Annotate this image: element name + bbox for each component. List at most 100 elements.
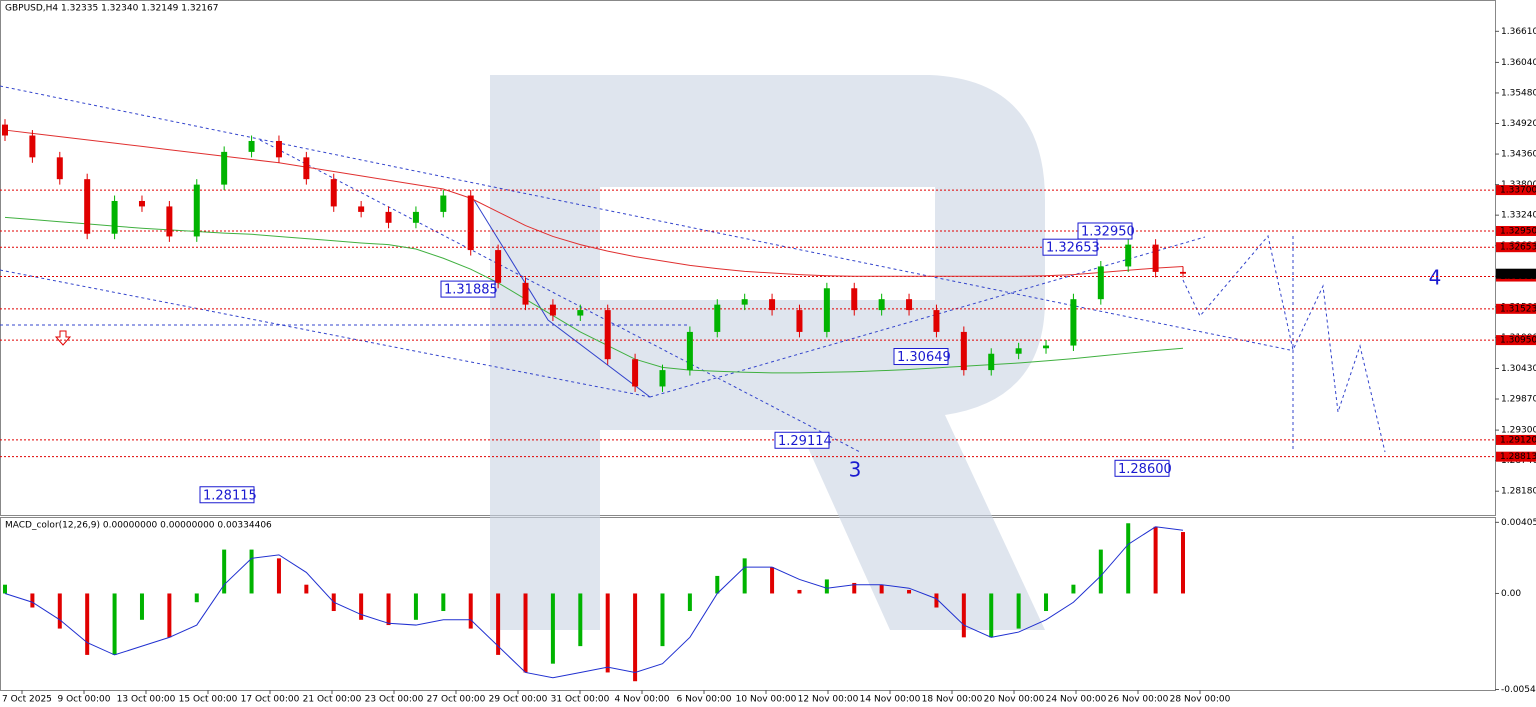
macd-bar <box>1044 593 1049 612</box>
x-tick-label: 6 Nov 00:00 <box>677 695 732 705</box>
x-tick-label: 17 Oct 00:00 <box>241 695 300 705</box>
annotation-box <box>1114 459 1170 477</box>
y-tick-label: 0.0040525 <box>1501 518 1536 528</box>
macd-bar <box>30 593 35 608</box>
x-tick-label: 14 Nov 00:00 <box>860 695 921 705</box>
candle-body <box>686 331 693 371</box>
watermark-logo <box>490 75 1045 630</box>
y-tick-label: 1.36040 <box>1501 58 1536 68</box>
macd-bar <box>441 593 446 612</box>
level-label: 1.31523 <box>1500 304 1536 314</box>
y-tick-label: -0.005472 <box>1501 685 1536 695</box>
annotation-box <box>199 486 255 504</box>
candle-body <box>604 310 611 360</box>
macd-bar <box>1181 532 1185 594</box>
macd-bar <box>989 593 994 638</box>
macd-bar <box>167 593 172 638</box>
candle-body <box>275 140 282 158</box>
macd-bar <box>112 593 117 655</box>
annotation-box <box>1077 222 1133 240</box>
macd-bar <box>578 593 583 647</box>
macd-bar <box>57 593 62 629</box>
macd-bar <box>934 593 939 608</box>
price-tag <box>1496 268 1536 279</box>
level-tag <box>1496 185 1536 196</box>
x-tick-label: 15 Oct 00:00 <box>179 695 238 705</box>
candle-body <box>412 211 419 223</box>
macd-bar <box>770 567 775 594</box>
level-tag <box>1496 225 1536 236</box>
x-tick-label: 27 Oct 00:00 <box>427 695 486 705</box>
macd-bar <box>1071 584 1076 594</box>
macd-bar <box>85 593 90 655</box>
candle-body <box>467 195 474 251</box>
y-tick-label: 1.29300 <box>1501 426 1536 436</box>
moving-average <box>4 216 1184 374</box>
candle-body <box>522 282 529 305</box>
candle-body <box>988 353 995 371</box>
y-tick-label: 1.33240 <box>1501 211 1536 221</box>
y-tick-label: 1.29870 <box>1501 395 1536 405</box>
x-tick-label: 23 Oct 00:00 <box>365 695 424 705</box>
y-tick-label: 1.36610 <box>1501 27 1536 37</box>
annotation-label: 1.30649 <box>897 350 951 365</box>
macd-bar <box>852 582 857 594</box>
macd-bar <box>194 593 199 603</box>
macd-bar <box>550 593 555 664</box>
macd-bar <box>386 593 391 626</box>
macd-bar <box>413 593 418 620</box>
candle-body <box>632 359 639 387</box>
candle-body <box>193 184 200 237</box>
candle-body <box>56 157 63 180</box>
candle-body <box>330 179 337 207</box>
trend-lines <box>0 85 1386 453</box>
candle-body <box>714 304 721 332</box>
macd-bar <box>605 593 610 673</box>
candle-body <box>138 200 145 207</box>
candle-body <box>1070 299 1077 346</box>
candle-body <box>878 299 885 311</box>
y-tick-label: 1.28180 <box>1501 487 1536 497</box>
candle-body <box>303 157 310 180</box>
candle-body <box>960 331 967 371</box>
moving-average <box>4 129 1184 277</box>
level-label: 1.33700 <box>1500 186 1536 196</box>
macd-bar <box>742 558 747 594</box>
macd-bar <box>907 589 912 594</box>
chart-title: GBPUSD,H4 1.32335 1.32340 1.32149 1.3216… <box>5 4 218 14</box>
x-tick-label: 4 Nov 00:00 <box>615 695 670 705</box>
level-tag <box>1496 451 1536 462</box>
x-tick-label: 18 Nov 00:00 <box>922 695 983 705</box>
candle-body <box>248 140 255 152</box>
annotation-label: 1.29114 <box>778 434 832 449</box>
sell-arrow <box>54 330 72 346</box>
candle-body <box>358 206 365 212</box>
current-price-label: 1.32167 <box>1500 269 1536 279</box>
x-tick-label: 31 Oct 00:00 <box>551 695 610 705</box>
y-tick-label: 0.00 <box>1501 589 1521 599</box>
x-tick-label: 13 Oct 00:00 <box>117 695 176 705</box>
macd-bar <box>633 593 638 682</box>
candle-body <box>495 250 502 283</box>
macd-bar <box>715 575 720 594</box>
macd-signal <box>4 526 1184 679</box>
x-tick-label: 29 Oct 00:00 <box>489 695 548 705</box>
level-label: 1.32950 <box>1500 226 1536 236</box>
candle-body <box>2 124 8 136</box>
level-tag <box>1496 335 1536 346</box>
candle-body <box>549 304 556 316</box>
y-tick-label: 1.35480 <box>1501 88 1536 98</box>
candle-body <box>1043 345 1050 349</box>
macd-bar <box>3 584 7 594</box>
macd-bar <box>139 593 144 620</box>
candle-body <box>577 310 584 316</box>
candle-body <box>221 151 228 185</box>
macd-bar <box>496 593 501 655</box>
candle-body <box>906 299 913 311</box>
level-label: 1.29120 <box>1500 435 1536 445</box>
macd-bar <box>468 593 473 629</box>
macd-bar <box>1098 549 1103 594</box>
candle-body <box>823 288 830 332</box>
level-label: 1.28813 <box>1500 452 1536 462</box>
level-tag <box>1496 303 1536 314</box>
